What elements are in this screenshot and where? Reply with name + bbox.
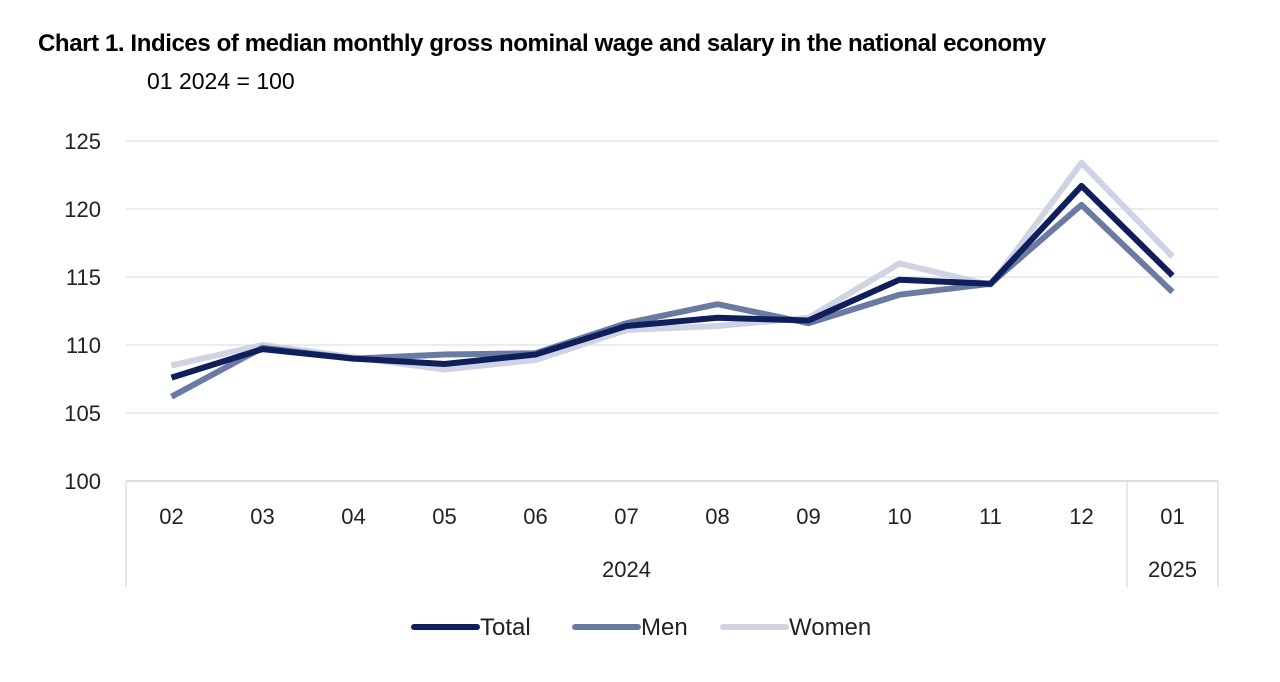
y-tick-label: 105 [64, 401, 101, 426]
chart-subtitle: 01 2024 = 100 [147, 68, 295, 94]
legend: Total Men Women [411, 614, 871, 641]
legend-label-total: Total [480, 614, 531, 641]
axes: 100 105 110 115 120 125 02 03 04 05 06 07 08 09 10 11 12… [64, 129, 1219, 587]
grid-lines [126, 140, 1218, 414]
x-tick-label: 09 [796, 504, 820, 529]
x-tick-label: 08 [705, 504, 729, 529]
x-group-label: 2025 [1148, 557, 1197, 582]
legend-label-women: Women [789, 614, 871, 641]
x-tick-label: 01 [1160, 504, 1184, 529]
x-tick-label: 02 [159, 504, 183, 529]
x-tick-label: 04 [341, 504, 365, 529]
x-tick-label: 07 [614, 504, 638, 529]
series-line-men [170, 201, 1175, 400]
x-tick-label: 10 [887, 504, 911, 529]
y-tick-label: 115 [66, 265, 101, 290]
series-line-total [170, 182, 1175, 381]
series-line-women [170, 159, 1175, 373]
y-tick-label: 110 [66, 333, 101, 358]
y-tick-label: 120 [64, 197, 101, 222]
x-tick-label: 06 [523, 504, 547, 529]
x-tick-label: 03 [250, 504, 274, 529]
x-tick-label: 11 [979, 504, 1002, 529]
y-tick-label: 125 [64, 129, 101, 154]
chart-title: Chart 1. Indices of median monthly gross… [38, 30, 1046, 57]
x-group-label: 2024 [602, 557, 651, 582]
y-tick-label: 100 [64, 469, 101, 494]
series-lines [170, 159, 1175, 400]
legend-label-men: Men [641, 614, 688, 641]
x-tick-label: 05 [432, 504, 456, 529]
x-tick-label: 12 [1069, 504, 1093, 529]
